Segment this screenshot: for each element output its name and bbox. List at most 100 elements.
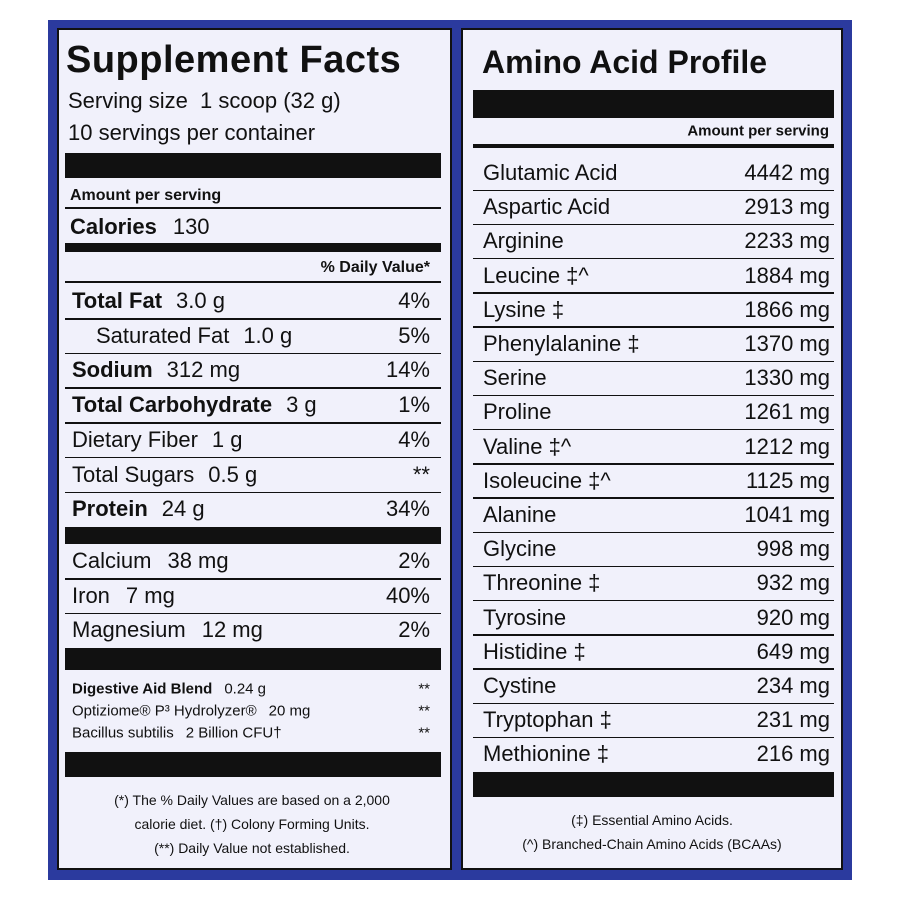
row-name: Sodium [72, 357, 153, 383]
row-name: Glycine [483, 536, 557, 562]
rule [65, 491, 441, 493]
row-name: Optiziome® P³ Hydrolyzer® [72, 702, 257, 720]
row-amount: 2 Billion CFU† [185, 724, 282, 742]
rule [473, 292, 834, 294]
row-value: 34% [385, 496, 430, 522]
row-value: 1370 mg [744, 331, 830, 356]
amino-row: Tryptophan ‡ 231 mg [483, 709, 830, 731]
rule [473, 360, 834, 362]
row-value: 1866 mg [744, 296, 830, 322]
rule [473, 394, 834, 397]
serving-size: Serving size 1 scoop (32 g) [68, 88, 341, 113]
dv-header: % Daily Value* [320, 259, 430, 276]
mineral-row: Calcium 38 mg 2% [72, 550, 430, 572]
blend-row: Digestive Aid Blend 0.24 g ** [72, 682, 430, 697]
rule [65, 243, 441, 252]
rule [473, 565, 834, 568]
rule [473, 634, 834, 636]
calories-row: Calories 130 [70, 216, 430, 238]
row-name: Bacillus subtilis [72, 724, 174, 742]
row-name: Isoleucine ‡^ [483, 467, 611, 493]
row-value: ** [418, 680, 430, 698]
nutrient-row: Sodium 312 mg 14% [72, 359, 430, 381]
row-amount: 38 mg [167, 548, 229, 573]
row-value: 1125 mg [746, 467, 830, 493]
row-value: 5% [398, 322, 430, 348]
calories-label: Calories [70, 214, 157, 239]
blend-row: Optiziome® P³ Hydrolyzer® 20 mg ** [72, 704, 430, 719]
rule [65, 207, 441, 209]
row-value: ** [418, 724, 430, 742]
amino-row: Histidine ‡ 649 mg [483, 638, 830, 664]
amino-row: Isoleucine ‡^ 1125 mg [483, 467, 830, 493]
blend-row: Bacillus subtilis 2 Billion CFU† ** [72, 726, 430, 741]
amino-row: Threonine ‡ 932 mg [483, 572, 830, 594]
rule [65, 578, 441, 580]
row-value: 1041 mg [744, 502, 830, 527]
amino-row: Aspartic Acid 2913 mg [483, 196, 830, 218]
rule [65, 422, 441, 424]
row-name: Saturated Fat [96, 322, 230, 348]
row-value: ** [412, 461, 430, 487]
row-value: 1212 mg [744, 433, 830, 459]
row-name: Total Fat [72, 288, 163, 313]
rule [65, 281, 441, 283]
amino-row: Methionine ‡ 216 mg [483, 743, 830, 765]
row-value: 2913 mg [744, 194, 830, 220]
amino-row: Tyrosine 920 mg [483, 604, 830, 630]
row-value: 14% [385, 357, 430, 383]
row-value: 40% [385, 582, 430, 608]
rule [473, 428, 834, 431]
amino-row: Alanine 1041 mg [483, 504, 830, 526]
row-value: 216 mg [756, 741, 830, 767]
amino-row: Phenylalanine ‡ 1370 mg [483, 333, 830, 355]
row-name: Tyrosine [483, 604, 567, 630]
row-name: Proline [483, 399, 552, 425]
row-amount: 7 mg [125, 582, 175, 608]
row-value: 4% [398, 288, 430, 313]
row-name: Calcium [72, 548, 152, 573]
row-name: Digestive Aid Blend [72, 680, 213, 698]
row-value: 920 mg [756, 604, 830, 630]
row-value: 2% [398, 617, 430, 642]
rule [473, 90, 834, 118]
row-name: Aspartic Acid [483, 194, 611, 220]
footnote: (*) The % Daily Values are based on a 2,… [114, 792, 390, 808]
row-value: ** [418, 702, 430, 720]
rule [65, 648, 441, 670]
row-amount: 12 mg [201, 617, 263, 642]
servings: 10 servings per container [68, 120, 316, 145]
rule [65, 752, 441, 777]
row-name: Total Sugars [72, 461, 195, 487]
row-name: Glutamic Acid [483, 160, 618, 185]
row-value: 2233 mg [744, 228, 830, 254]
row-value: 932 mg [756, 570, 830, 596]
mineral-row: Magnesium 12 mg 2% [72, 619, 430, 641]
rule [473, 531, 834, 533]
amino-row: Lysine ‡ 1866 mg [483, 296, 830, 322]
row-name: Leucine ‡^ [483, 262, 589, 288]
mineral-row: Iron 7 mg 40% [72, 582, 430, 608]
row-name: Threonine ‡ [483, 570, 601, 596]
amino-row: Valine ‡^ 1212 mg [483, 433, 830, 459]
amino-row: Serine 1330 mg [483, 367, 830, 389]
rule [473, 599, 834, 602]
row-name: Alanine [483, 502, 557, 527]
nutrient-row: Total Carbohydrate 3 g 1% [72, 394, 430, 416]
row-value: 1884 mg [744, 262, 830, 288]
rule [473, 702, 834, 704]
row-name: Arginine [483, 228, 564, 254]
row-amount: 0.24 g [224, 680, 267, 698]
row-name: Phenylalanine ‡ [483, 331, 640, 356]
row-amount: 1.0 g [243, 322, 293, 348]
rule [65, 456, 441, 459]
rule [473, 144, 834, 148]
row-value: 649 mg [756, 638, 830, 664]
nutrient-row: Saturated Fat 1.0 g 5% [72, 322, 430, 348]
row-name: Cystine [483, 673, 557, 698]
calories-value: 130 [172, 214, 210, 239]
amino-row: Leucine ‡^ 1884 mg [483, 262, 830, 288]
row-amount: 3.0 g [176, 288, 225, 313]
amount-header: Amount per serving [687, 122, 829, 140]
